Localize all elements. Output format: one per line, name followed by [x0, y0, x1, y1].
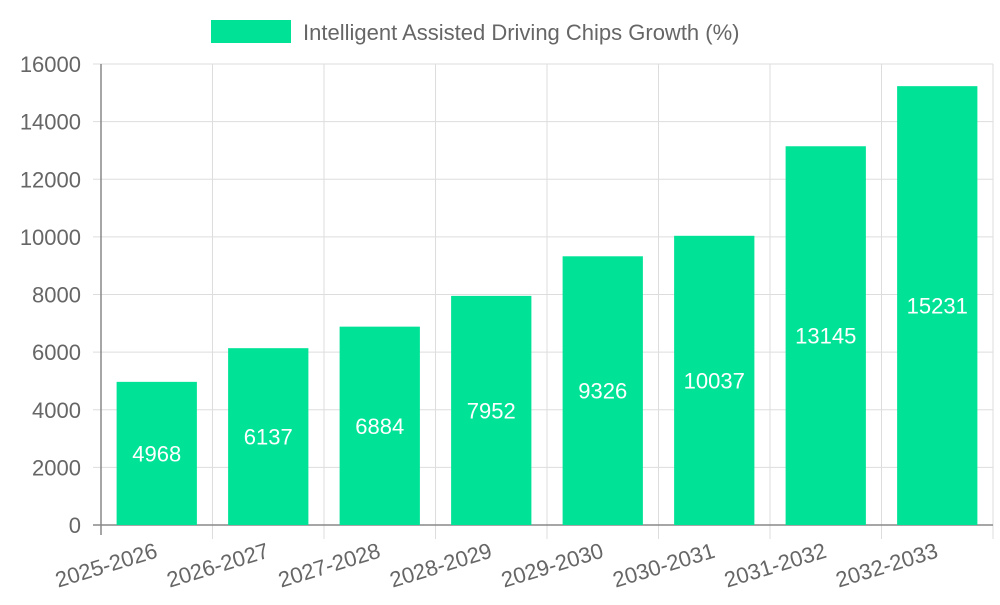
- bar[interactable]: [897, 86, 978, 526]
- x-tick-label: 2025-2026: [52, 538, 160, 593]
- x-tick-label: 2028-2029: [387, 538, 495, 593]
- y-tick-label: 10000: [20, 225, 81, 250]
- x-tick-label: 2032-2033: [833, 538, 941, 593]
- bar[interactable]: [116, 381, 197, 525]
- bars: [116, 86, 978, 526]
- legend-swatch: [211, 20, 291, 43]
- x-axis-tick-labels: 2025-2026 2026-2027 2027-2028 2028-2029 2029…: [52, 538, 940, 593]
- data-labels: 4968 6137 6884 7952 9326 10037 13145 15231: [132, 294, 968, 467]
- bar-value-label: 6137: [244, 425, 293, 450]
- y-tick-label: 0: [69, 513, 81, 538]
- y-tick-label: 14000: [20, 110, 81, 135]
- legend[interactable]: Intelligent Assisted Driving Chips Growt…: [211, 20, 740, 45]
- gridlines: [101, 63, 994, 539]
- x-tick-label: 2029-2030: [498, 538, 606, 593]
- bar-value-label: 6884: [355, 414, 404, 439]
- x-tick-label: 2031-2032: [721, 538, 829, 593]
- x-tick-label: 2026-2027: [164, 538, 272, 593]
- bar-value-label: 4968: [132, 441, 181, 466]
- bar-value-label: 13145: [795, 324, 856, 349]
- legend-label: Intelligent Assisted Driving Chips Growt…: [303, 20, 740, 45]
- bar[interactable]: [451, 295, 532, 525]
- bar-value-label: 9326: [578, 379, 627, 404]
- bar[interactable]: [785, 146, 866, 525]
- bar[interactable]: [674, 235, 755, 525]
- x-tick-label: 2027-2028: [275, 538, 383, 593]
- y-tick-label: 6000: [32, 340, 81, 365]
- y-tick-label: 4000: [32, 398, 81, 423]
- y-tick-label: 16000: [20, 52, 81, 77]
- bar-value-label: 10037: [684, 368, 745, 393]
- bar-value-label: 7952: [467, 398, 516, 423]
- y-tick-label: 12000: [20, 167, 81, 192]
- bar-value-label: 15231: [907, 294, 968, 319]
- y-axis-tick-labels: 0 2000 4000 6000 8000 10000 12000 14000 16000: [20, 52, 81, 538]
- y-tick-label: 2000: [32, 455, 81, 480]
- bar[interactable]: [562, 256, 643, 525]
- y-tick-label: 8000: [32, 283, 81, 308]
- bar[interactable]: [339, 326, 420, 525]
- bar[interactable]: [228, 348, 309, 525]
- x-tick-label: 2030-2031: [610, 538, 718, 593]
